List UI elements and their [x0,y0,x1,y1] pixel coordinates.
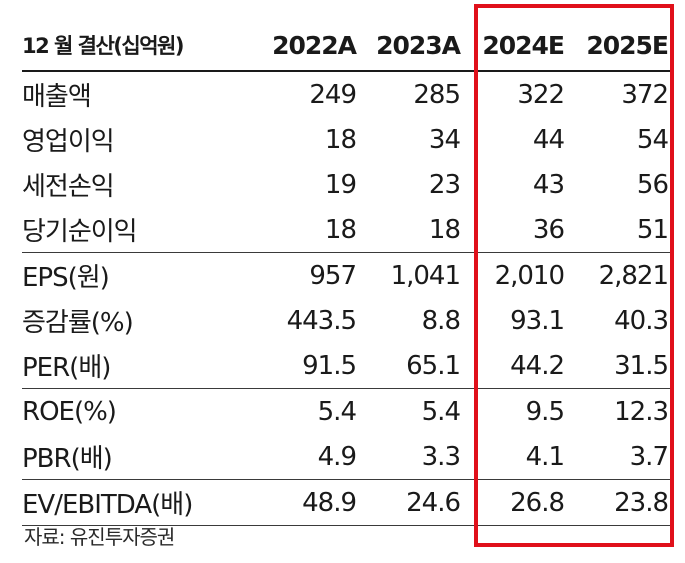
row-label: EPS(원) [22,263,110,293]
row-label: EV/EBITDA(배) [22,490,193,520]
cell-value: 34 [428,124,461,155]
row-label: 증감률(%) [22,308,134,338]
row-label: 세전손익 [22,172,115,202]
cell-value: 285 [413,79,461,110]
table-row: 세전손익 19 23 43 56 [22,162,670,207]
table-row: ROE(%) 5.4 5.4 9.5 12.3 [22,389,670,434]
cell-value: 36 [532,214,565,245]
cell-value: 44 [532,124,565,155]
row-label: 영업이익 [22,127,115,157]
cell-value: 8.8 [421,305,461,336]
cell-value: 44.2 [510,350,565,381]
group-divider [22,252,670,253]
cell-value: 31.5 [614,350,669,381]
row-label: 당기순이익 [22,217,138,247]
source-note: 자료: 유진투자증권 [24,525,175,549]
table-bottom-line [22,525,670,526]
row-label: PBR(배) [22,444,113,474]
table-row: 매출액 249 285 322 372 [22,72,670,117]
table-row: PER(배) 91.5 65.1 44.2 31.5 [22,343,670,388]
cell-value: 26.8 [510,487,565,518]
cell-value: 65.1 [406,350,461,381]
cell-value: 4.1 [525,441,565,472]
cell-value: 56 [636,169,669,200]
cell-value: 5.4 [421,396,461,427]
cell-value: 1,041 [390,260,461,291]
cell-value: 23 [428,169,461,200]
row-label: 매출액 [22,82,92,112]
header-col-2024e: 2024E [482,30,565,60]
cell-value: 48.9 [302,487,357,518]
cell-value: 957 [309,260,357,291]
cell-value: 322 [517,79,565,110]
cell-value: 93.1 [510,305,565,336]
cell-value: 43 [532,169,565,200]
header-col-2023a: 2023A [376,30,461,60]
header-label: 12 월 결산(십억원) [22,34,184,58]
cell-value: 443.5 [286,305,357,336]
cell-value: 91.5 [302,350,357,381]
table-row: 당기순이익 18 18 36 51 [22,207,670,252]
cell-value: 4.9 [317,441,357,472]
table-row: 영업이익 18 34 44 54 [22,117,670,162]
cell-value: 2,821 [598,260,669,291]
cell-value: 51 [636,214,669,245]
table-row: EV/EBITDA(배) 48.9 24.6 26.8 23.8 [22,480,670,525]
cell-value: 2,010 [494,260,565,291]
cell-value: 18 [324,214,357,245]
cell-value: 3.3 [421,441,461,472]
cell-value: 249 [309,79,357,110]
header-divider [22,70,670,72]
cell-value: 54 [636,124,669,155]
table-row: 증감률(%) 443.5 8.8 93.1 40.3 [22,298,670,343]
financial-table: 12 월 결산(십억원) 2022A 2023A 2024E 2025E 매출액… [22,20,670,526]
cell-value: 40.3 [614,305,669,336]
table-header-row: 12 월 결산(십억원) 2022A 2023A 2024E 2025E [22,20,670,70]
cell-value: 372 [621,79,669,110]
cell-value: 24.6 [406,487,461,518]
row-label: ROE(%) [22,396,117,427]
cell-value: 23.8 [614,487,669,518]
cell-value: 18 [324,124,357,155]
cell-value: 5.4 [317,396,357,427]
group-divider [22,479,670,480]
forecast-highlight-box [474,4,674,547]
cell-value: 12.3 [614,396,669,427]
cell-value: 9.5 [525,396,565,427]
table-row: PBR(배) 4.9 3.3 4.1 3.7 [22,434,670,479]
cell-value: 3.7 [629,441,669,472]
group-divider [22,388,670,389]
cell-value: 18 [428,214,461,245]
cell-value: 19 [324,169,357,200]
header-col-2025e: 2025E [586,30,669,60]
header-col-2022a: 2022A [272,30,357,60]
table-row: EPS(원) 957 1,041 2,010 2,821 [22,253,670,298]
row-label: PER(배) [22,353,111,383]
